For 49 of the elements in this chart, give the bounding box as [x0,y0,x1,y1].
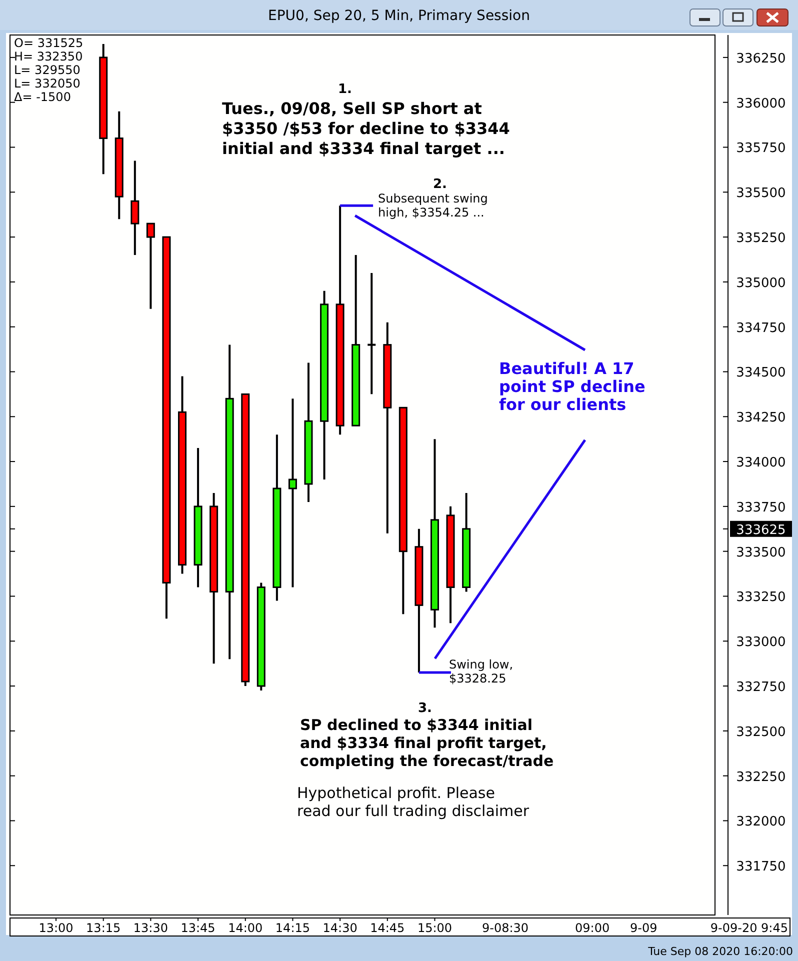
y-tick-label: 333625 [736,522,786,538]
text: 9-09 [630,921,658,935]
y-tick-label: 334500 [736,366,786,381]
annotation: Swing low, $3328.25 [448,658,514,686]
candlestick [130,160,140,256]
y-tick-label: 332750 [736,680,786,696]
y-tick-label: 335000 [736,276,786,291]
annotation: 1. [338,82,352,97]
text: Tue Sep 08 2020 16:20:00 [647,945,793,958]
y-tick-label: 332250 [736,770,786,785]
y-tick-label: 334750 [736,320,786,336]
y-tick-label: 332000 [736,814,786,830]
annotation: O= 331525 H= 332350 L= 329550 L= 332050 Δ= -1500 [14,36,84,104]
x-tick-label: 13:00 [38,921,74,935]
annotation: Tues., 09/08, Sell SP short at $3350 /$53 for decline to $3344 initial and $3334 final target ... [222,99,510,158]
chart-title: EPU0, Sep 20, 5 Min, Primary Session [268,8,530,24]
y-tick-label: 336000 [736,96,786,112]
x-tick-label: 15:00 [417,921,452,935]
x-tick-label: 14:30 [322,921,358,935]
annotation: SP declined to $3344 initial and $3334 final profit target, completing the forecast/trade [300,716,554,770]
x-tick-label: 14:00 [228,921,263,935]
y-tick-label: 333000 [736,635,786,650]
x-tick-label: 14:45 [370,921,405,935]
candlestick [366,272,377,396]
x-tick-label: 13:45 [180,921,216,935]
y-tick-label: 333750 [736,500,786,516]
y-tick-label: 333500 [736,545,786,560]
y-tick-label: 335750 [736,141,786,156]
text: 9-08:30 [482,921,529,935]
annotation: Subsequent swing high, $3354.25 ... [378,192,488,220]
y-tick-label: 336250 [736,51,786,66]
candlestick [288,398,297,588]
annotation: Hypothetical profit. Please read our full trading disclaimer [297,784,530,820]
x-tick-label: 13:30 [133,921,168,935]
y-tick-label: 335500 [736,186,786,202]
annotation: 2. [433,177,447,192]
candlestick [146,222,155,310]
annotation: Beautiful! A 17 point SP decline for our clients [499,359,646,414]
y-tick-label: 334000 [736,456,786,471]
x-tick-label: 14:15 [275,921,310,935]
text: 9-09-20 9:45 [710,921,788,935]
text: 09:00 [575,921,610,935]
annotation: 3. [418,701,432,716]
y-tick-label: 334250 [736,410,786,426]
y-tick-label: 332500 [736,724,786,740]
x-tick-label: 13:15 [86,921,121,935]
y-tick-label: 335250 [736,231,786,246]
y-tick-label: 333250 [736,590,786,606]
y-tick-label: 331750 [736,860,786,875]
